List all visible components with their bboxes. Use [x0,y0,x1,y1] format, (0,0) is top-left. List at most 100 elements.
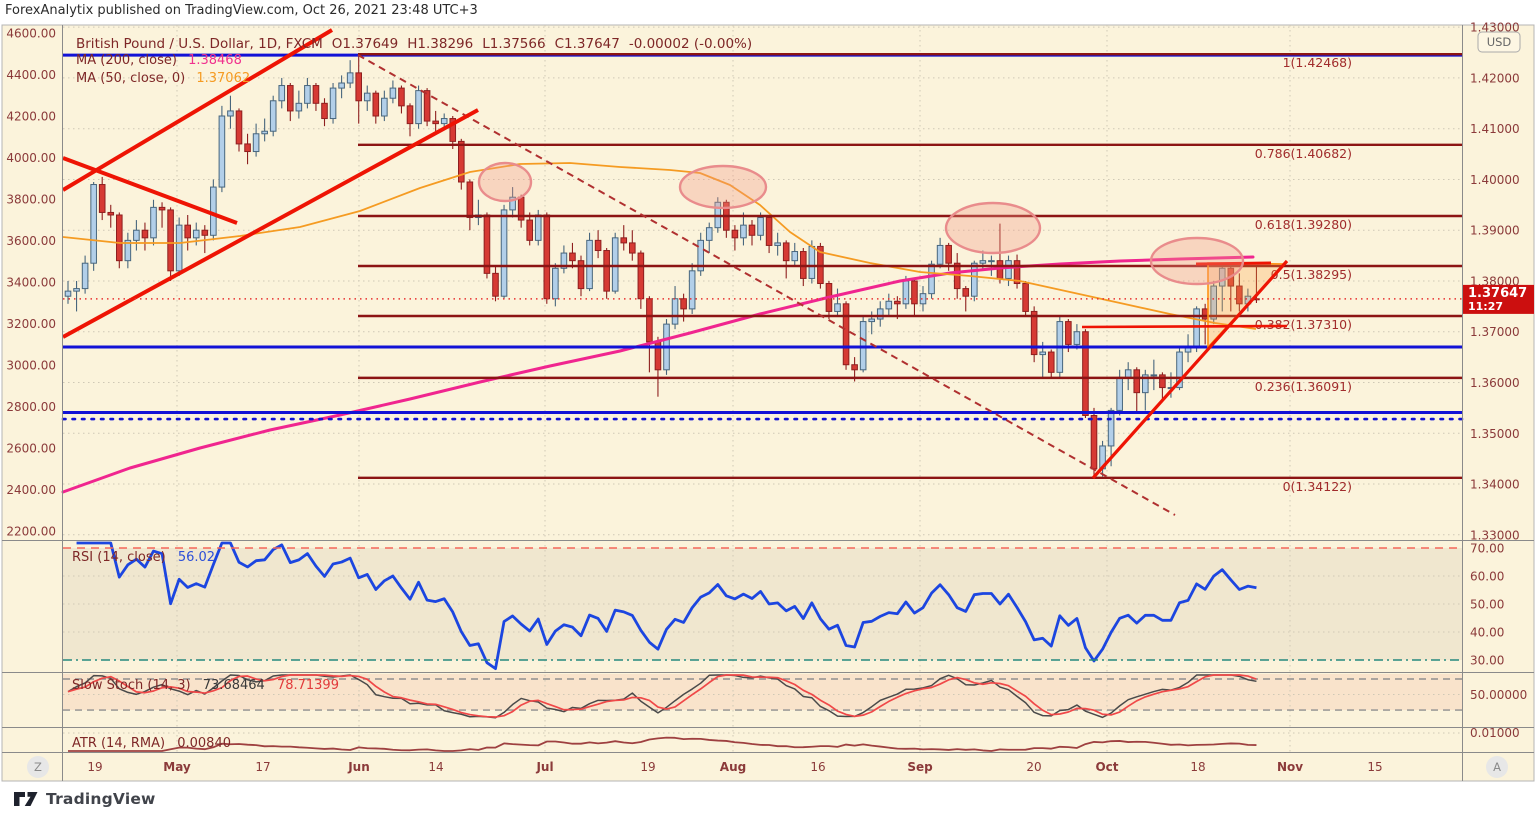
candle-body[interactable] [1107,409,1115,447]
candle-body[interactable] [594,239,602,252]
zoom-out-button[interactable]: Z [27,756,49,778]
candle-body[interactable] [688,270,696,310]
candle-body[interactable] [876,308,884,320]
candle-body[interactable] [765,217,773,246]
candle-body[interactable] [312,85,320,104]
candle-body[interactable] [868,318,876,323]
candle-body[interactable] [107,211,115,216]
candle-body[interactable] [988,260,995,263]
candle-body[interactable] [526,219,534,241]
candle-body[interactable] [458,140,465,183]
candle-body[interactable] [218,115,226,188]
candle-body[interactable] [1236,285,1243,305]
dashed-falling-trendline[interactable] [357,54,1176,516]
candle-body[interactable] [227,110,234,117]
candle-body[interactable] [1133,369,1141,394]
candle-body[interactable] [834,303,841,312]
candle-body[interactable] [919,293,927,305]
candle-body[interactable] [98,184,106,213]
candle-body[interactable] [936,244,944,265]
candle-body[interactable] [440,118,448,125]
candle-body[interactable] [483,214,491,274]
candle-body[interactable] [534,214,542,241]
candle-body[interactable] [620,237,628,244]
candle-body[interactable] [210,186,217,236]
candle-body[interactable] [603,250,610,292]
candle-body[interactable] [1124,369,1132,378]
candle-body[interactable] [150,206,157,239]
red-trendline[interactable] [62,156,238,225]
candle-body[interactable] [329,87,337,120]
candle-body[interactable] [979,260,987,264]
candle-body[interactable] [552,267,559,300]
candle-body[interactable] [201,229,209,236]
candle-body[interactable] [637,252,645,300]
candle-body[interactable] [671,298,679,325]
candle-body[interactable] [791,251,799,262]
candle-body[interactable] [705,227,713,241]
candle-body[interactable] [398,87,405,107]
candle-body[interactable] [269,100,277,132]
candle-body[interactable] [321,102,328,120]
currency-badge[interactable]: USD [1477,31,1521,53]
annotation-ellipse[interactable] [477,161,533,203]
candle-body[interactable] [740,224,747,239]
candle-body[interactable] [287,85,294,112]
candle-body[interactable] [1039,351,1047,356]
candle-body[interactable] [646,298,653,343]
candle-body[interactable] [124,239,132,262]
candle-body[interactable] [1176,351,1183,389]
candle-body[interactable] [1082,331,1089,416]
candle-body[interactable] [389,87,397,99]
candle-body[interactable] [1142,374,1149,394]
red-trendline[interactable] [62,108,479,339]
candle-body[interactable] [158,206,166,211]
candle-body[interactable] [1073,331,1081,345]
annotation-ellipse[interactable] [678,164,768,210]
candle-body[interactable] [1218,267,1226,287]
time-axis[interactable]: 19 May 17 Jun 14 Jul 19 Aug 16 Sep 20 Oct 18 Nov 15 [87,760,1382,774]
candle-body[interactable] [81,262,89,290]
candle-body[interactable] [338,82,345,89]
candle-body[interactable] [304,85,311,104]
candle-body[interactable] [346,72,354,84]
candlestick-series[interactable] [64,54,1260,478]
candle-body[interactable] [278,85,286,102]
candle-body[interactable] [295,102,303,112]
candle-body[interactable] [611,237,619,292]
candle-body[interactable] [902,280,910,305]
candle-body[interactable] [971,262,978,297]
candle-body[interactable] [842,303,850,366]
candle-body[interactable] [415,90,422,125]
candle-body[interactable] [406,105,414,125]
candle-body[interactable] [141,229,149,239]
candle-body[interactable] [1022,283,1029,312]
candle-body[interactable] [560,252,568,269]
red-trendline[interactable] [61,28,334,192]
candle-body[interactable] [774,242,781,246]
candle-body[interactable] [851,364,858,371]
red-trendline[interactable] [1081,324,1288,329]
candle-body[interactable] [731,229,739,239]
candle-body[interactable] [235,110,243,145]
annotation-ellipse[interactable] [1149,236,1245,286]
candle-body[interactable] [894,300,901,305]
right-price-axis[interactable]: 1.430001.420001.410001.400001.390001.380… [1470,21,1527,740]
annotation-ellipse[interactable] [944,201,1042,255]
left-price-axis[interactable]: 4600.00 4400.00 4200.00 4000.00 3800.00 3600.… [6,27,56,539]
candle-body[interactable] [928,263,935,295]
candle-body[interactable] [73,288,80,292]
candle-body[interactable] [577,260,585,290]
candle-body[interactable] [1065,321,1072,345]
candle-body[interactable] [492,272,499,297]
red-trendline[interactable] [1091,259,1289,480]
candle-body[interactable] [945,244,952,264]
candle-body[interactable] [90,184,97,264]
candle-body[interactable] [586,239,593,290]
candle-body[interactable] [466,181,474,219]
candle-body[interactable] [372,92,380,117]
candle-body[interactable] [962,288,970,297]
candle-body[interactable] [363,92,371,102]
candle-body[interactable] [1201,308,1209,320]
